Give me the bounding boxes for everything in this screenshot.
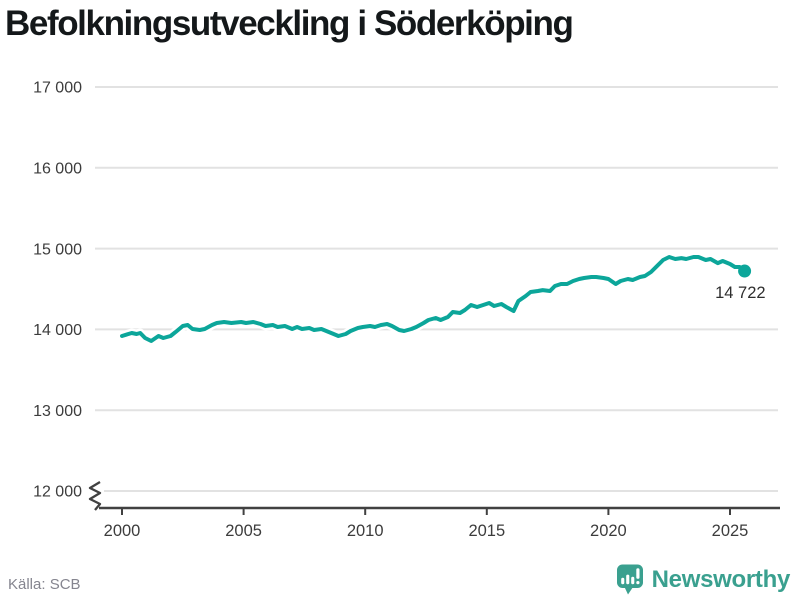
y-tick-label: 16 000 bbox=[33, 161, 82, 178]
y-tick-label: 13 000 bbox=[33, 403, 82, 420]
x-tick-label: 2025 bbox=[712, 522, 749, 540]
axis-break-squiggle bbox=[88, 481, 102, 511]
x-tick-label: 2010 bbox=[347, 522, 384, 540]
y-tick-label: 12 000 bbox=[33, 484, 82, 501]
y-tick-label: 14 000 bbox=[33, 322, 82, 339]
chart-title: Befolkningsutveckling i Söderköping bbox=[5, 4, 574, 43]
brand-name: Newsworthy bbox=[651, 565, 791, 593]
x-tick-label: 2015 bbox=[468, 522, 505, 540]
x-tick-label: 2000 bbox=[104, 522, 141, 540]
last-point-marker bbox=[738, 264, 752, 278]
x-tick-label: 2020 bbox=[590, 522, 627, 540]
x-tick-label: 2005 bbox=[225, 522, 262, 540]
y-tick-label: 15 000 bbox=[33, 241, 82, 258]
last-value-label: 14 722 bbox=[715, 284, 765, 302]
newsworthy-bubble-chart-icon bbox=[616, 564, 643, 595]
population-line bbox=[120, 255, 747, 343]
source-credit: Källa: SCB bbox=[8, 576, 81, 593]
y-tick-label: 17 000 bbox=[33, 80, 82, 97]
newsworthy-logo: Newsworthy bbox=[616, 564, 790, 595]
